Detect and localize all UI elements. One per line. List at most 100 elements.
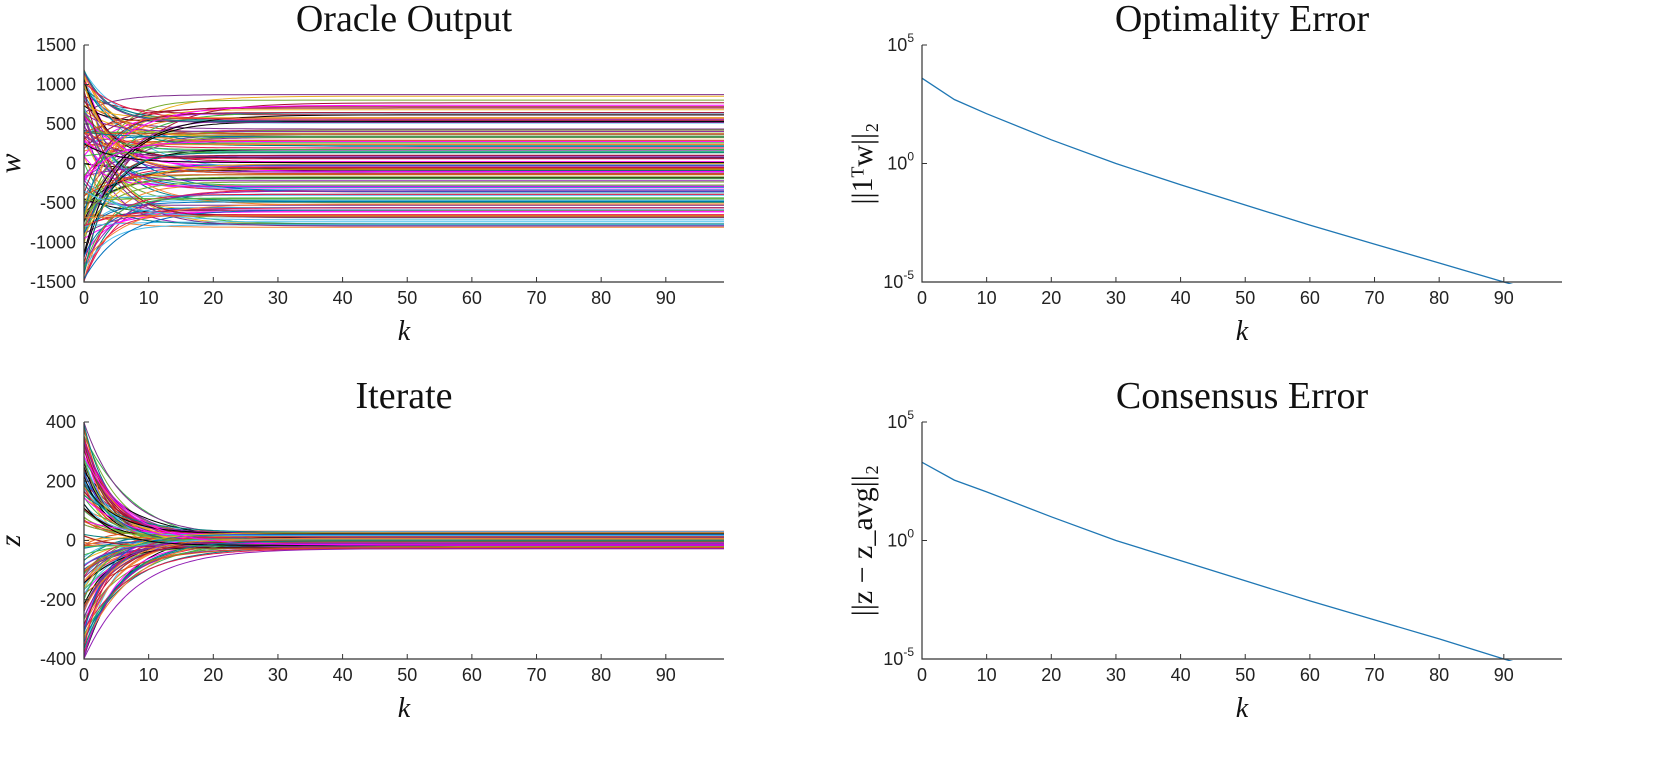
optimality-xlabel: k: [1236, 316, 1249, 347]
oracle-series-line: [84, 132, 724, 160]
consensus-x-tick-label: 30: [1106, 665, 1126, 685]
iterate-xlabel: k: [398, 693, 411, 724]
consensus-xlabel: k: [1236, 693, 1249, 724]
oracle-series-line: [84, 111, 724, 186]
oracle-series-line: [84, 181, 724, 231]
iterate-series-line: [84, 479, 724, 534]
iterate-ylabel: z: [0, 534, 27, 547]
oracle-y-tick-label: 1500: [36, 35, 76, 55]
oracle-ylabel: w: [0, 153, 27, 173]
optimality-series-line: [922, 77, 1514, 284]
optimality-x-tick-label: 60: [1300, 288, 1320, 308]
oracle-series-line: [84, 99, 724, 220]
iterate-x-tick-label: 90: [656, 665, 676, 685]
optimality-y-tick-label: 100: [887, 150, 914, 174]
iterate-x-tick-label: 10: [139, 665, 159, 685]
consensus-x-tick-label: 90: [1494, 665, 1514, 685]
oracle-series-line: [84, 112, 724, 132]
oracle-series-line: [84, 214, 724, 282]
oracle-series-line: [84, 114, 724, 222]
oracle-series-line: [84, 197, 724, 269]
oracle-series-line: [84, 112, 724, 194]
optimality-axes: [921, 45, 1562, 283]
optimality-y-tick-label: 105: [887, 31, 914, 55]
oracle-series-line: [84, 140, 724, 182]
oracle-title: Oracle Output: [296, 0, 513, 40]
iterate-x-tick-label: 30: [268, 665, 288, 685]
oracle-series-line: [84, 194, 724, 203]
optimality-x-tick-label: 30: [1106, 288, 1126, 308]
oracle-x-tick-label: 80: [591, 288, 611, 308]
consensus-axes: [921, 422, 1562, 660]
optimality-ylabel: ||1ᵀw||₂: [846, 122, 879, 204]
optimality-chart: Optimality Error 0 10 20 30 40 50 60 70 80 90 105 10…: [846, 0, 1562, 347]
consensus-x-tick-label: 80: [1429, 665, 1449, 685]
iterate-y-tick-label: -200: [40, 590, 76, 610]
iterate-series-line: [84, 545, 724, 620]
oracle-series-line: [84, 209, 724, 280]
iterate-x-tick-label: 50: [397, 665, 417, 685]
optimality-y-tick-label: 10-5: [883, 268, 914, 292]
optimality-x-tick-label: 10: [977, 288, 997, 308]
oracle-series-line: [84, 143, 724, 164]
iterate-series-line: [84, 427, 724, 539]
iterate-series-line: [84, 540, 724, 649]
oracle-series-line: [84, 89, 724, 218]
oracle-y-tick-label: 0: [66, 154, 76, 174]
consensus-y-tick-label: 105: [887, 408, 914, 432]
iterate-series-line: [84, 545, 724, 643]
iterate-series-line: [84, 448, 724, 537]
iterate-series-line: [84, 547, 724, 595]
optimality-x-tick-label: 70: [1365, 288, 1385, 308]
iterate-y-tick-label: 200: [46, 471, 76, 491]
oracle-series-line: [84, 164, 724, 236]
iterate-series-line: [84, 441, 724, 533]
oracle-series-line: [84, 201, 724, 233]
oracle-x-tick-label: 70: [527, 288, 547, 308]
optimality-x-tick-label: 40: [1171, 288, 1191, 308]
iterate-x-tick-label: 80: [591, 665, 611, 685]
oracle-x-tick-label: 30: [268, 288, 288, 308]
iterate-series-line: [84, 449, 724, 538]
oracle-y-tick-label: -500: [40, 193, 76, 213]
oracle-series-line: [84, 224, 724, 271]
iterate-x-tick-label: 20: [203, 665, 223, 685]
optimality-series-group: [922, 77, 1514, 284]
oracle-series-line: [84, 190, 724, 266]
iterate-chart: Iterate 0 10 20 30 40 50 60 70 80 90 400 200 0 -200 -40…: [0, 375, 724, 724]
consensus-x-tick-label: 20: [1041, 665, 1061, 685]
oracle-series-line: [84, 81, 724, 121]
optimality-x-tick-label: 90: [1494, 288, 1514, 308]
optimality-x-tick-label: 20: [1041, 288, 1061, 308]
iterate-series-line: [84, 543, 724, 567]
optimality-x-tick-label: 50: [1235, 288, 1255, 308]
iterate-series-line: [84, 536, 724, 649]
oracle-series-line: [84, 102, 724, 264]
oracle-series-line: [84, 116, 724, 172]
oracle-series-line: [84, 94, 724, 114]
oracle-xlabel: k: [398, 316, 411, 347]
consensus-x-tick-label: 70: [1365, 665, 1385, 685]
oracle-series-group: [84, 69, 724, 282]
iterate-series-group: [84, 422, 724, 660]
iterate-y-tick-label: -400: [40, 649, 76, 669]
oracle-chart: Oracle Output 0 10 20 30 40 50 60 70 80 90 1500 1000…: [0, 0, 724, 347]
oracle-y-tick-label: 1000: [36, 75, 76, 95]
oracle-y-tick-label: 500: [46, 114, 76, 134]
oracle-y-tick-label: -1000: [30, 233, 76, 253]
iterate-series-line: [84, 469, 724, 535]
iterate-series-line: [84, 548, 724, 660]
consensus-x-tick-label: 40: [1171, 665, 1191, 685]
iterate-series-line: [84, 441, 724, 545]
oracle-series-line: [84, 139, 724, 163]
oracle-series-line: [84, 132, 724, 135]
consensus-x-tick-label: 60: [1300, 665, 1320, 685]
consensus-series-group: [922, 461, 1514, 661]
iterate-series-line: [84, 444, 724, 538]
oracle-series-line: [84, 203, 724, 263]
oracle-series-line: [84, 144, 724, 147]
oracle-x-tick-label: 50: [397, 288, 417, 308]
oracle-series-line: [84, 114, 724, 182]
iterate-series-line: [84, 442, 724, 535]
